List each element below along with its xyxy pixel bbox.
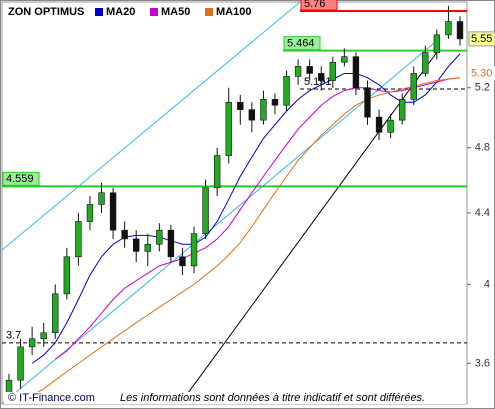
candle-body xyxy=(109,192,117,231)
y-tick-label: 3.6 xyxy=(475,357,490,369)
candle-body xyxy=(63,256,71,295)
chart-title: ZON OPTIMUS xyxy=(8,6,84,18)
y-tick-label: 5.2 xyxy=(475,82,490,94)
candle-body xyxy=(341,56,348,63)
level-label-box xyxy=(2,171,40,186)
support-line xyxy=(179,47,441,405)
price-marker-box xyxy=(469,66,495,81)
candle-body xyxy=(248,109,256,121)
candle-body xyxy=(28,338,36,348)
candle-body xyxy=(190,233,198,267)
candle-body xyxy=(40,332,47,340)
candle-body xyxy=(86,204,94,222)
candle-body xyxy=(75,221,82,258)
candle-body xyxy=(375,116,383,133)
ma-line xyxy=(20,77,461,403)
legend-swatch xyxy=(150,8,158,16)
legend-label: MA20 xyxy=(106,6,135,18)
candle-body xyxy=(144,243,151,252)
level-label: 5.76 xyxy=(304,0,325,10)
candle-body xyxy=(329,61,336,81)
price-marker-box xyxy=(468,31,495,47)
disclaimer: Les informations sont données à titre in… xyxy=(120,392,425,404)
candle-body xyxy=(156,229,163,245)
candle-body xyxy=(306,66,313,74)
copyright: © IT-Finance.com xyxy=(8,392,95,404)
candle-body xyxy=(98,192,105,205)
y-tick-label: 4.4 xyxy=(475,207,490,219)
candle-body xyxy=(133,238,140,252)
candle-body xyxy=(179,256,186,267)
level-label: 5.464 xyxy=(287,38,315,50)
candle-body xyxy=(352,56,360,89)
candle-body xyxy=(167,229,175,258)
candle-body xyxy=(445,21,452,36)
channel-upper xyxy=(1,1,301,251)
ma-line xyxy=(31,53,461,364)
candle-body xyxy=(237,101,244,110)
candle-body xyxy=(283,75,290,106)
level-label-box xyxy=(283,36,321,51)
legend-label: MA50 xyxy=(161,6,190,18)
candle-body xyxy=(17,346,24,381)
candle-body xyxy=(202,187,209,234)
candle-body xyxy=(318,73,325,81)
level-label: 5.191 xyxy=(304,76,332,88)
candle-body xyxy=(213,155,221,189)
candle-body xyxy=(364,87,371,118)
candle-body xyxy=(260,99,267,121)
candle-body xyxy=(271,99,279,106)
candle-body xyxy=(398,99,406,121)
candle-body xyxy=(225,101,232,156)
footer-bg xyxy=(4,392,466,404)
level-label: 4.559 xyxy=(6,173,34,185)
candle-body xyxy=(121,229,128,240)
candle-body xyxy=(433,34,441,53)
y-tick-label: 4.8 xyxy=(475,142,490,154)
legend-label: MA100 xyxy=(216,6,251,18)
candle-body xyxy=(422,52,429,74)
level-label: 3.7 xyxy=(6,330,21,342)
price-marker-label: 5.55 xyxy=(471,33,492,45)
level-label-box xyxy=(300,0,338,11)
candle-body xyxy=(410,73,417,100)
candle-body xyxy=(387,119,394,133)
candle-body xyxy=(294,66,302,77)
candle-body xyxy=(52,293,59,334)
legend-swatch xyxy=(95,8,103,16)
price-marker-label: 5.30 xyxy=(471,67,492,79)
plot-area xyxy=(1,1,468,405)
y-tick-label: 4 xyxy=(484,278,490,290)
legend-swatch xyxy=(205,8,213,16)
candle-body xyxy=(456,21,464,40)
